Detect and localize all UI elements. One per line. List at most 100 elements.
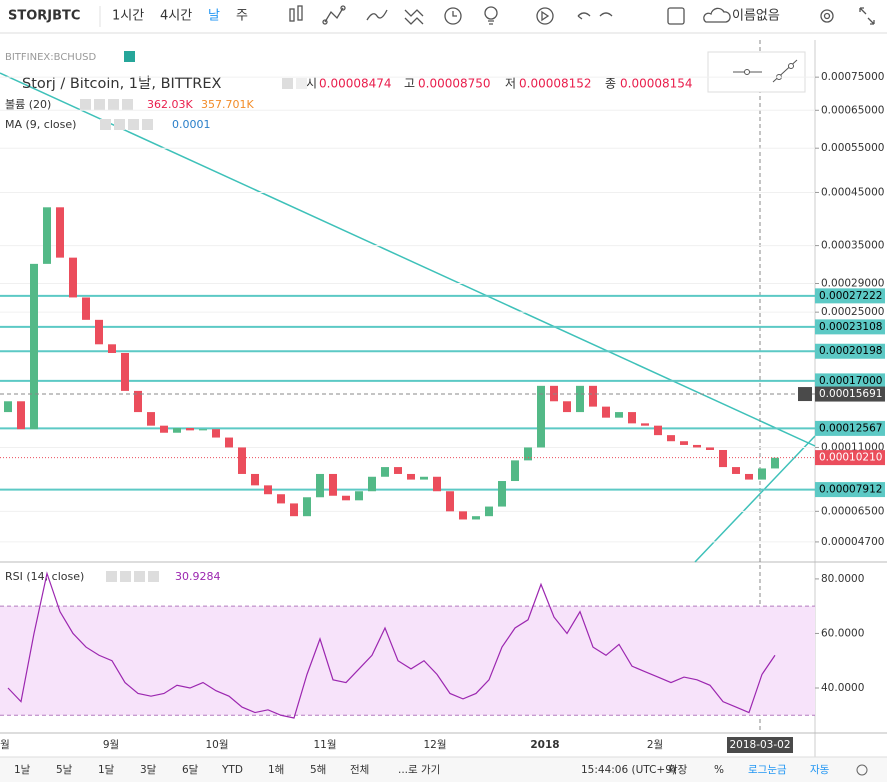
option-button[interactable]: 자동 (810, 764, 830, 776)
candle (693, 444, 701, 448)
candle (251, 473, 259, 486)
range-button[interactable]: 3달 (140, 764, 157, 776)
crosshair-label: 0.00015691 (819, 388, 882, 400)
candle (576, 385, 584, 413)
candle (745, 473, 753, 480)
level-box (815, 420, 885, 436)
candle (329, 473, 337, 496)
y-tick-label: 0.00025000 (821, 306, 884, 318)
interval[interactable]: 1시간 (112, 9, 144, 24)
y-tick-label: 0.00045000 (821, 186, 884, 198)
candle (758, 468, 766, 480)
level-box (815, 373, 885, 389)
range-button[interactable]: 5날 (56, 764, 73, 776)
candle (498, 481, 506, 507)
candle (407, 473, 415, 480)
candle (160, 425, 168, 433)
legend-button[interactable] (124, 51, 135, 62)
interval[interactable]: 주 (236, 9, 248, 24)
trend-line[interactable] (0, 72, 816, 447)
option-button[interactable]: % (714, 764, 724, 776)
range-button[interactable]: 6달 (182, 764, 199, 776)
candle (485, 506, 493, 517)
x-tick-label: 2018 (530, 739, 559, 751)
crosshair-box (815, 386, 885, 402)
candle (394, 467, 402, 474)
ma-name: MA (9, close) (5, 118, 76, 131)
candle (303, 497, 311, 517)
option-button[interactable]: 확장 (668, 763, 688, 776)
candle (82, 297, 90, 320)
candle (459, 511, 467, 520)
y-tick-label: 0.00075000 (821, 71, 884, 83)
level-box (815, 343, 885, 359)
compare-symbol: BITFINEX:BCHUSD (5, 52, 96, 63)
candle (654, 425, 662, 436)
ohlc-label: 종 (605, 77, 616, 91)
candle (628, 412, 636, 424)
go-to-button[interactable]: ...로 가기 (398, 764, 440, 776)
candle (186, 428, 194, 431)
level-label: 0.00012567 (819, 422, 882, 434)
x-tick-label: 9월 (103, 739, 119, 751)
range-button[interactable]: 1달 (98, 764, 115, 776)
rsi-value: 30.9284 (175, 570, 221, 583)
rsi-tick-label: 80.0000 (821, 573, 864, 585)
level-box (815, 319, 885, 335)
legend-buttons[interactable] (80, 78, 307, 582)
trend-line[interactable] (694, 435, 816, 563)
last-price-box (815, 450, 885, 466)
candle (277, 494, 285, 504)
level-box (815, 482, 885, 498)
candle (4, 401, 12, 413)
layout-name[interactable]: 이름없음 (732, 9, 780, 24)
y-tick-label: 0.00029000 (821, 277, 884, 289)
range-button[interactable]: 5해 (310, 763, 326, 776)
crosshair-date-box (727, 737, 793, 753)
candle (355, 491, 363, 501)
ohlc-value: 0.00008474 (319, 77, 392, 91)
candle (446, 491, 454, 512)
volume-name: 볼륨 (20) (5, 98, 51, 111)
candle (225, 437, 233, 448)
settings-icon[interactable] (856, 764, 868, 776)
legend-title: Storj / Bitcoin, 1날, BITTREX (22, 75, 221, 92)
interval[interactable]: 4시간 (160, 9, 192, 24)
candle (420, 476, 428, 480)
candle (524, 447, 532, 461)
candle (342, 495, 350, 501)
drawing-widget[interactable] (707, 51, 806, 93)
x-tick-label: 2월 (647, 739, 663, 751)
rsi-name: RSI (14, close) (5, 570, 84, 583)
toolbar-bg (0, 0, 887, 33)
option-button[interactable]: 로그눈금 (748, 764, 787, 776)
y-tick-label: 0.00055000 (821, 142, 884, 154)
candle (589, 385, 597, 407)
candle (290, 503, 298, 517)
candle (563, 401, 571, 413)
ohlc-value: 0.00008152 (519, 77, 592, 91)
range-button[interactable]: 전체 (350, 764, 369, 776)
candle (368, 476, 376, 492)
x-tick-label: 10월 (205, 739, 228, 751)
candle (199, 429, 207, 431)
range-button[interactable]: YTD (221, 764, 243, 776)
candle (641, 423, 649, 426)
candle (212, 429, 220, 438)
candle (667, 435, 675, 442)
candle (771, 457, 779, 469)
x-tick-label: 월 (0, 739, 10, 751)
x-tick-label: 11월 (313, 739, 336, 751)
crosshair-plus (798, 387, 812, 402)
range-button[interactable]: 1해 (268, 763, 284, 776)
interval-active[interactable]: 날 (208, 9, 220, 24)
symbol[interactable]: STORJBTC (8, 9, 80, 24)
candle (134, 390, 142, 413)
bottom-bar (0, 757, 887, 782)
range-button[interactable]: 1날 (14, 764, 31, 776)
candle (173, 428, 181, 433)
candle (43, 207, 51, 264)
level-label: 0.00020198 (819, 345, 882, 357)
toolbar-icons[interactable] (289, 5, 875, 25)
